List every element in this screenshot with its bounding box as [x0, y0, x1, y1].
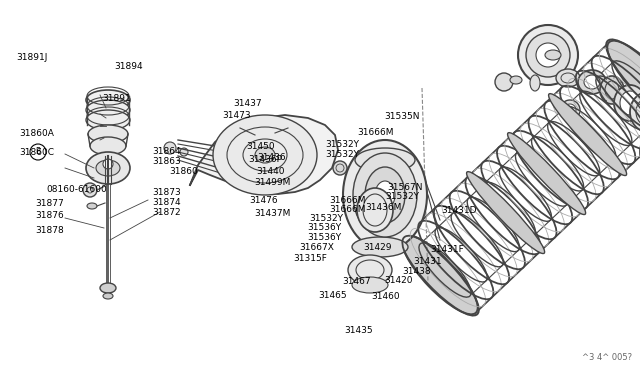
Text: 31860C: 31860C — [19, 148, 54, 157]
Ellipse shape — [86, 152, 130, 184]
Text: 31860: 31860 — [170, 167, 198, 176]
Text: B: B — [35, 148, 40, 157]
Circle shape — [180, 148, 188, 156]
Circle shape — [103, 159, 113, 169]
Ellipse shape — [355, 148, 415, 172]
Text: 31877: 31877 — [35, 199, 64, 208]
Ellipse shape — [86, 100, 130, 120]
Text: 31872: 31872 — [152, 208, 181, 217]
Ellipse shape — [365, 167, 405, 223]
Ellipse shape — [88, 125, 128, 143]
Text: 31874: 31874 — [152, 198, 181, 207]
Text: 31860A: 31860A — [19, 129, 54, 138]
Ellipse shape — [96, 160, 120, 176]
Ellipse shape — [357, 188, 393, 232]
Text: 31420: 31420 — [384, 276, 413, 285]
Circle shape — [333, 161, 347, 175]
Text: 31437M: 31437M — [255, 209, 291, 218]
Ellipse shape — [352, 277, 388, 293]
Text: 31567N: 31567N — [387, 183, 422, 192]
Ellipse shape — [584, 75, 600, 89]
Ellipse shape — [213, 115, 317, 195]
Circle shape — [564, 104, 576, 116]
Ellipse shape — [348, 255, 392, 285]
Ellipse shape — [556, 69, 580, 87]
Circle shape — [567, 107, 573, 113]
Text: 31476: 31476 — [250, 196, 278, 205]
Ellipse shape — [510, 76, 522, 84]
Ellipse shape — [343, 140, 427, 250]
Text: 31440: 31440 — [256, 167, 285, 176]
Ellipse shape — [606, 39, 640, 121]
Ellipse shape — [530, 75, 540, 91]
Ellipse shape — [86, 90, 130, 110]
Circle shape — [536, 43, 560, 67]
Text: 31532Y: 31532Y — [325, 140, 359, 149]
Text: 31436P: 31436P — [248, 155, 282, 164]
Text: 31435: 31435 — [344, 326, 373, 335]
Ellipse shape — [87, 203, 97, 209]
Text: 31878: 31878 — [35, 226, 64, 235]
Ellipse shape — [578, 70, 606, 94]
Ellipse shape — [100, 283, 116, 293]
Text: 31436M: 31436M — [365, 203, 401, 212]
Ellipse shape — [103, 293, 113, 299]
Text: 31894: 31894 — [114, 62, 143, 71]
Ellipse shape — [600, 76, 624, 104]
Text: 31438: 31438 — [402, 267, 431, 276]
Ellipse shape — [375, 181, 395, 209]
Text: 31429: 31429 — [364, 243, 392, 252]
Text: 31532Y: 31532Y — [310, 214, 344, 223]
Circle shape — [164, 142, 176, 154]
Text: 31467: 31467 — [342, 278, 371, 286]
Ellipse shape — [90, 137, 126, 155]
Ellipse shape — [255, 147, 275, 163]
Text: 31431: 31431 — [413, 257, 442, 266]
Text: 31666M: 31666M — [330, 196, 366, 205]
Text: 31876: 31876 — [35, 211, 64, 219]
Ellipse shape — [620, 91, 640, 115]
Text: 31460: 31460 — [371, 292, 400, 301]
Text: ^3 4^ 005?: ^3 4^ 005? — [582, 353, 632, 362]
Ellipse shape — [86, 110, 130, 130]
Text: 31536Y: 31536Y — [307, 233, 341, 242]
Text: 31315F: 31315F — [293, 254, 327, 263]
Text: 31891: 31891 — [102, 94, 131, 103]
Circle shape — [518, 25, 578, 85]
Text: 08160-61600: 08160-61600 — [46, 185, 107, 194]
Text: 31891J: 31891J — [16, 53, 47, 62]
Text: 31666M: 31666M — [357, 128, 394, 137]
Text: 31863: 31863 — [152, 157, 181, 166]
Text: 31535N: 31535N — [384, 112, 419, 121]
Text: 31532Y: 31532Y — [325, 150, 359, 159]
Text: 31473: 31473 — [223, 111, 252, 120]
Circle shape — [495, 73, 513, 91]
Text: 31431F: 31431F — [430, 246, 464, 254]
Text: 31873: 31873 — [152, 188, 181, 197]
Text: 31437: 31437 — [234, 99, 262, 108]
Ellipse shape — [545, 50, 561, 60]
Text: 31450: 31450 — [246, 142, 275, 151]
Text: 31864: 31864 — [152, 147, 181, 156]
Circle shape — [526, 33, 570, 77]
Text: 31666M: 31666M — [330, 205, 366, 214]
Ellipse shape — [614, 85, 640, 121]
Ellipse shape — [353, 153, 417, 237]
Text: 31667X: 31667X — [300, 243, 334, 252]
Polygon shape — [190, 115, 338, 194]
Ellipse shape — [401, 234, 479, 315]
Ellipse shape — [630, 92, 640, 132]
Circle shape — [83, 183, 97, 197]
Text: 31436: 31436 — [257, 153, 286, 162]
Text: 31536Y: 31536Y — [307, 223, 341, 232]
Ellipse shape — [352, 237, 408, 257]
Circle shape — [560, 100, 580, 120]
Text: 31499M: 31499M — [255, 178, 291, 187]
Ellipse shape — [548, 94, 627, 176]
Text: 31431D: 31431D — [442, 206, 477, 215]
Text: 31532Y: 31532Y — [385, 192, 419, 201]
Text: 31465: 31465 — [319, 291, 348, 300]
Ellipse shape — [467, 171, 545, 254]
Ellipse shape — [508, 133, 586, 215]
